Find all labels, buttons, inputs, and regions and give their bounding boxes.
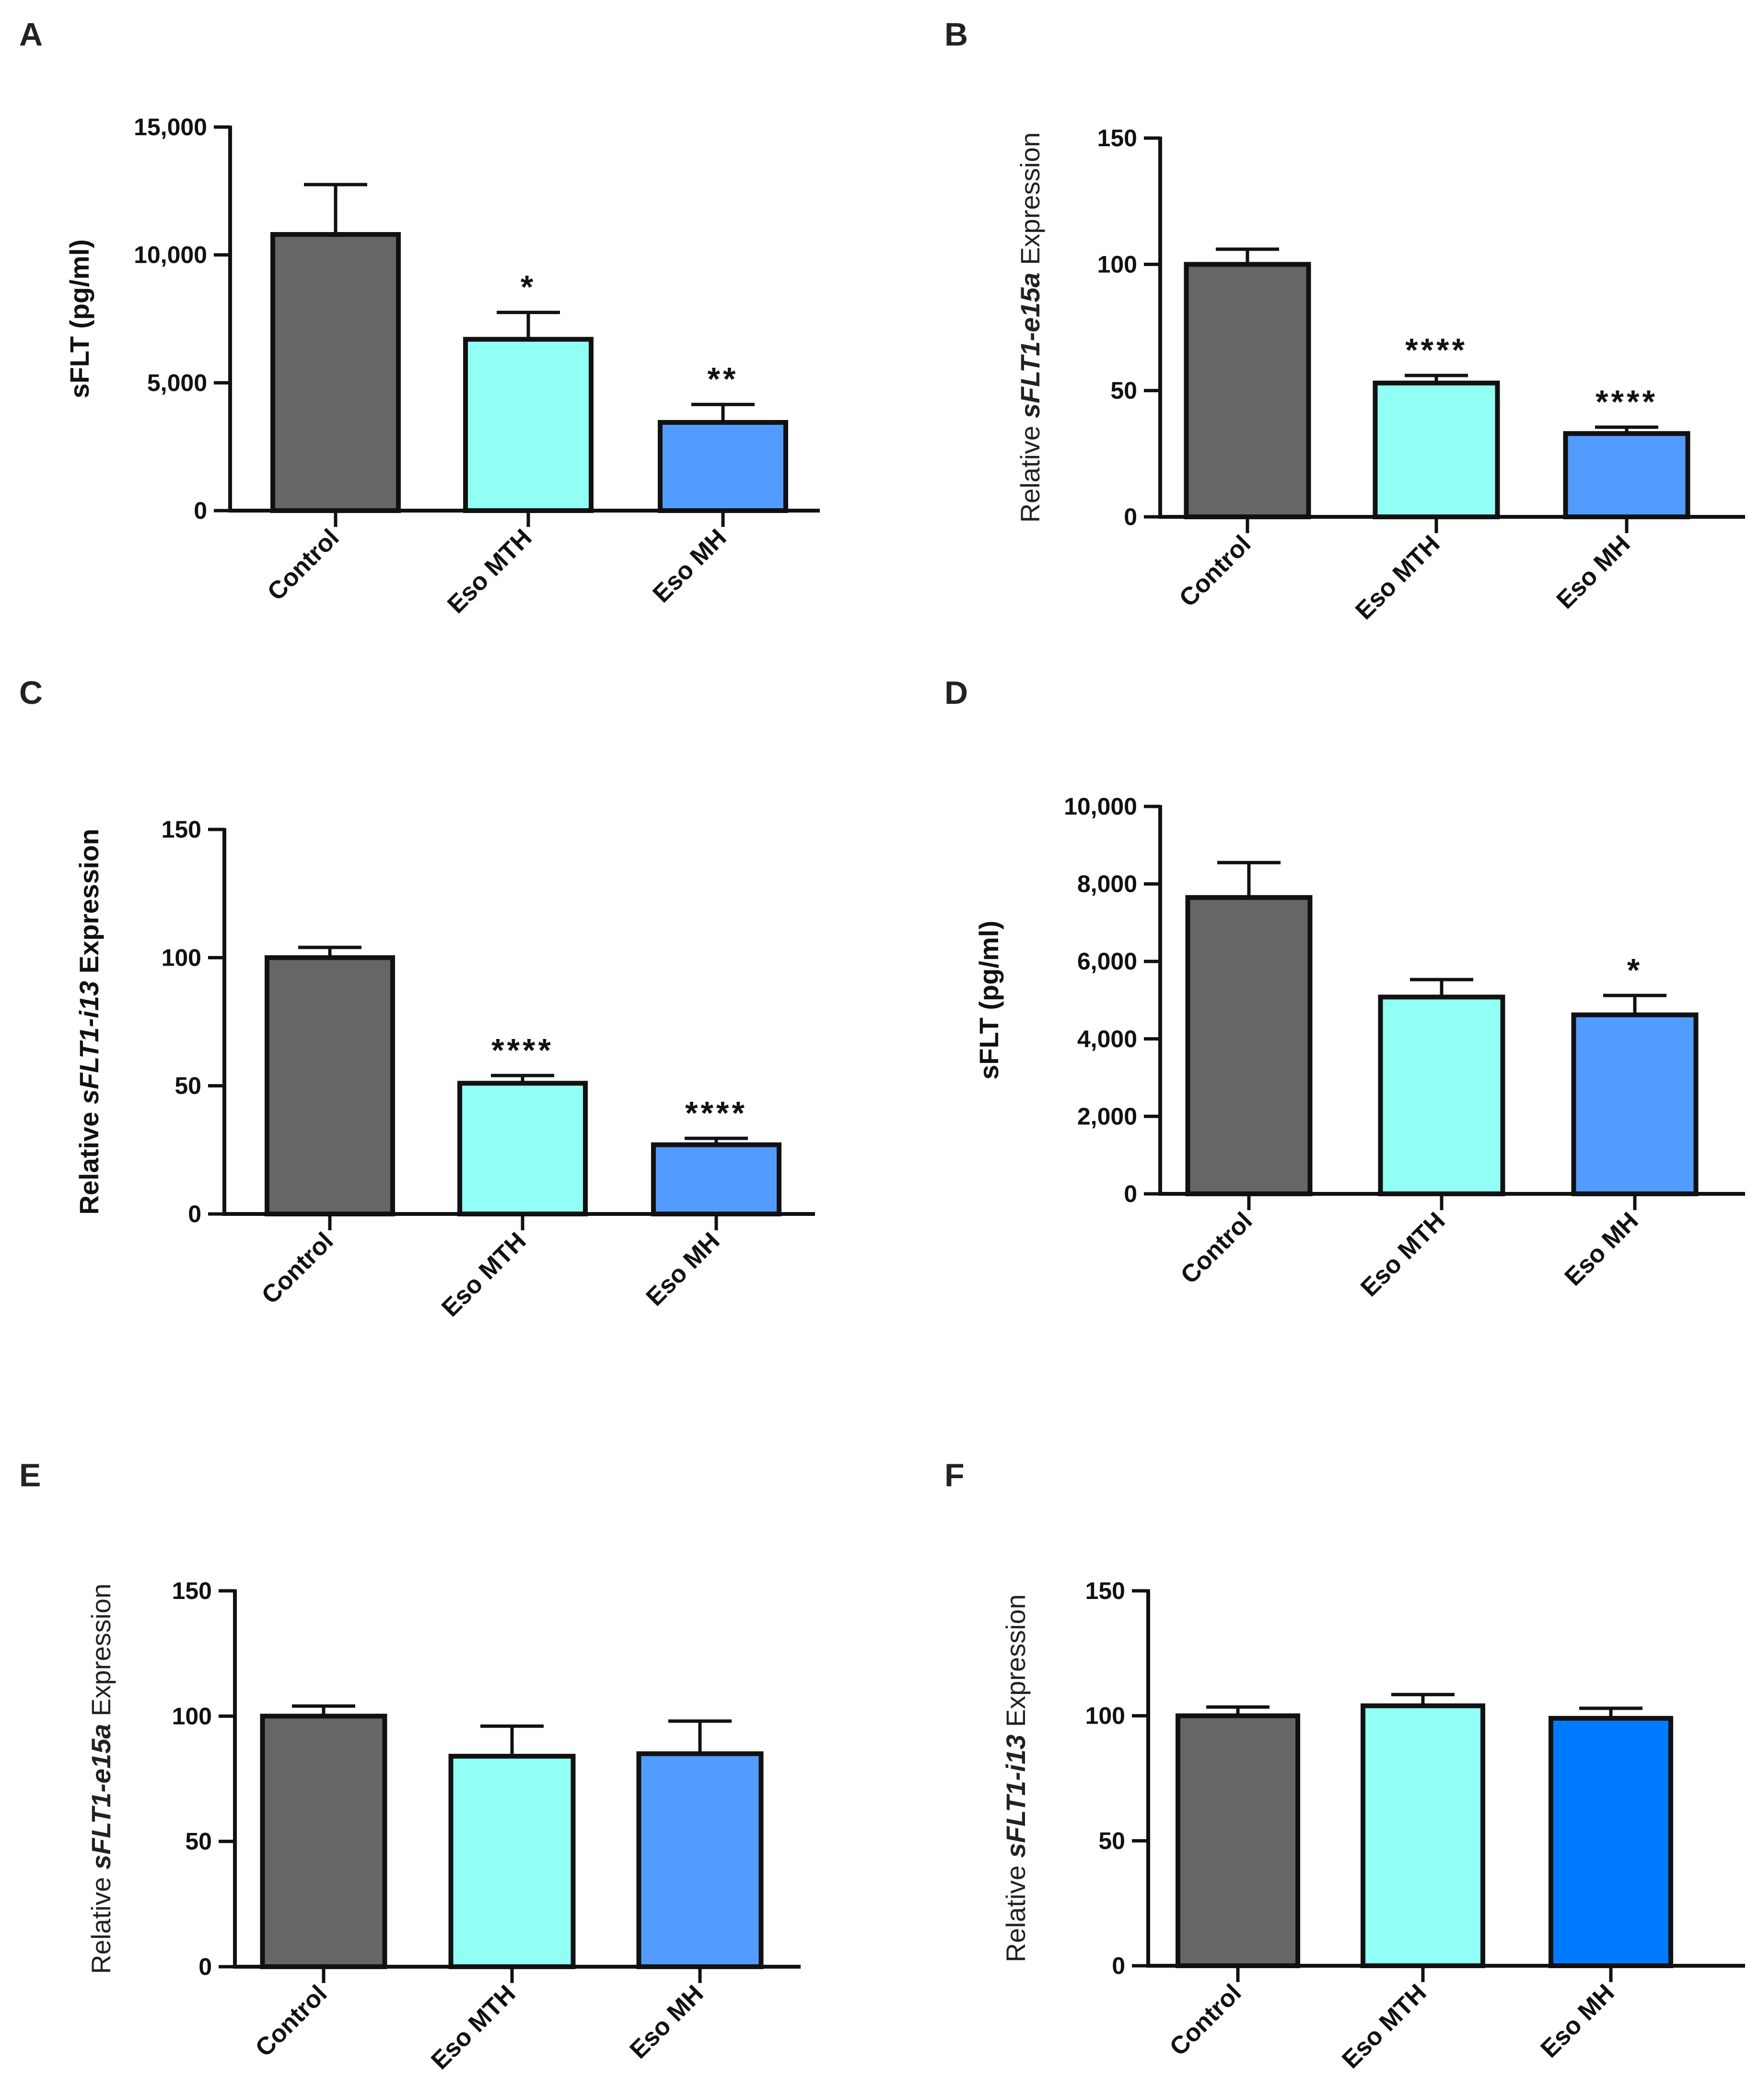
bar-eso-mh (1563, 431, 1690, 520)
category-label: Eso MTH (1355, 1207, 1450, 1302)
category-label: Control (250, 1980, 333, 2062)
y-tick-label: 50 (1110, 377, 1137, 404)
y-tick-label: 100 (1085, 1703, 1125, 1729)
bar-eso-mth (1361, 1703, 1485, 1968)
category-label: Eso MTH (442, 524, 537, 618)
significance-marker: **** (685, 1095, 747, 1131)
chart-panel-b: B Control **** Eso MTH **** Eso MH 0 50 100 150 Re… (944, 16, 1745, 625)
category-label: Control (1165, 1979, 1247, 2061)
y-tick-label: 100 (1097, 251, 1137, 278)
category-label: Eso MH (1536, 1979, 1620, 2063)
y-axis-label: Relative sFLT1-e15a Expression (1015, 132, 1045, 523)
y-tick-label: 100 (162, 944, 201, 971)
y-tick-label: 150 (162, 816, 201, 843)
panel-letter: A (19, 16, 43, 53)
bar-control (1184, 262, 1311, 519)
category-label: Eso MH (625, 1980, 709, 2064)
y-tick-label: 10,000 (134, 242, 207, 268)
significance-marker: * (521, 269, 536, 305)
panel-letter: B (944, 16, 968, 53)
y-tick-label: 6,000 (1077, 948, 1137, 975)
y-tick-label: 0 (188, 1201, 201, 1227)
category-label: Control (256, 1227, 339, 1309)
category-label: Control (1174, 530, 1257, 612)
y-tick-label: 0 (1112, 1952, 1125, 1979)
y-tick-label: 8,000 (1077, 871, 1137, 898)
bar-eso-mh (1549, 1715, 1673, 1968)
y-tick-label: 0 (1124, 503, 1137, 530)
category-label: Control (262, 524, 345, 606)
panel-letter: C (19, 675, 43, 711)
y-tick-label: 4,000 (1077, 1026, 1137, 1052)
category-label: Eso MTH (436, 1227, 531, 1322)
category-label: Eso MH (1560, 1207, 1644, 1291)
significance-marker: ** (708, 361, 739, 397)
y-tick-label: 100 (172, 1703, 212, 1729)
chart-panel-d: D Control Eso MTH * Eso MH 0 2,000 4,000 6,000 8,… (944, 675, 1745, 1302)
y-axis-label: Relative sFLT1-i13 Expression (1001, 1594, 1031, 1962)
chart-panel-e: E Control Eso MTH Eso MH 0 50 100 150 Relative s… (19, 1457, 801, 2075)
bar-eso-mth (448, 1753, 576, 1969)
y-axis-label: sFLT (pg/ml) (64, 239, 94, 398)
significance-marker: * (1627, 952, 1642, 988)
y-tick-label: 0 (1124, 1180, 1137, 1207)
y-tick-label: 10,000 (1064, 793, 1137, 820)
panel-letter: F (944, 1457, 965, 1493)
y-tick-label: 50 (175, 1073, 201, 1099)
y-axis-label: sFLT (pg/ml) (974, 921, 1004, 1080)
bar-eso-mth (463, 337, 594, 513)
bar-eso-mh (651, 1142, 781, 1216)
bar-eso-mh (1571, 1012, 1699, 1197)
y-tick-label: 150 (1097, 125, 1137, 152)
bar-control (1176, 1713, 1300, 1969)
bar-eso-mth (1378, 994, 1505, 1196)
category-label: Eso MTH (1337, 1979, 1432, 2074)
bar-control (260, 1714, 387, 1969)
category-label: Eso MH (648, 524, 732, 608)
y-tick-label: 0 (194, 497, 207, 524)
y-tick-label: 50 (185, 1828, 212, 1855)
category-label: Eso MH (1551, 530, 1636, 614)
significance-marker: **** (491, 1032, 554, 1068)
y-tick-label: 15,000 (134, 114, 207, 140)
bar-eso-mh (636, 1751, 764, 1970)
bar-eso-mth (457, 1081, 588, 1217)
chart-panel-a: A Control * Eso MTH ** Eso MH 0 5,000 10,000 15,0… (19, 16, 820, 619)
y-tick-label: 150 (172, 1577, 212, 1604)
category-label: Control (1176, 1207, 1258, 1289)
y-tick-label: 5,000 (147, 369, 207, 396)
y-axis-label: Relative sFLT1-e15a Expression (86, 1584, 116, 1974)
bar-eso-mh (658, 420, 788, 513)
bar-control (1185, 895, 1313, 1196)
category-label: Eso MH (641, 1227, 725, 1311)
y-tick-label: 150 (1085, 1577, 1125, 1604)
bar-eso-mth (1373, 380, 1500, 519)
bar-control (265, 955, 395, 1217)
panel-letter: E (19, 1457, 41, 1493)
category-label: Eso MTH (426, 1980, 521, 2075)
bar-control (270, 232, 401, 513)
chart-panel-c: C Control **** Eso MTH **** Eso MH 0 50 100 150 Re… (19, 675, 815, 1322)
panel-letter: D (944, 675, 968, 711)
category-label: Eso MTH (1350, 530, 1445, 625)
y-tick-label: 0 (198, 1953, 212, 1980)
y-tick-label: 2,000 (1077, 1103, 1137, 1130)
y-tick-label: 50 (1098, 1827, 1125, 1854)
chart-panel-f: F Control Eso MTH Eso MH 0 50 100 150 Relative s… (944, 1457, 1745, 2074)
significance-marker: **** (1596, 384, 1658, 420)
significance-marker: **** (1405, 332, 1467, 368)
y-axis-label: Relative sFLT1-i13 Expression (74, 828, 104, 1214)
